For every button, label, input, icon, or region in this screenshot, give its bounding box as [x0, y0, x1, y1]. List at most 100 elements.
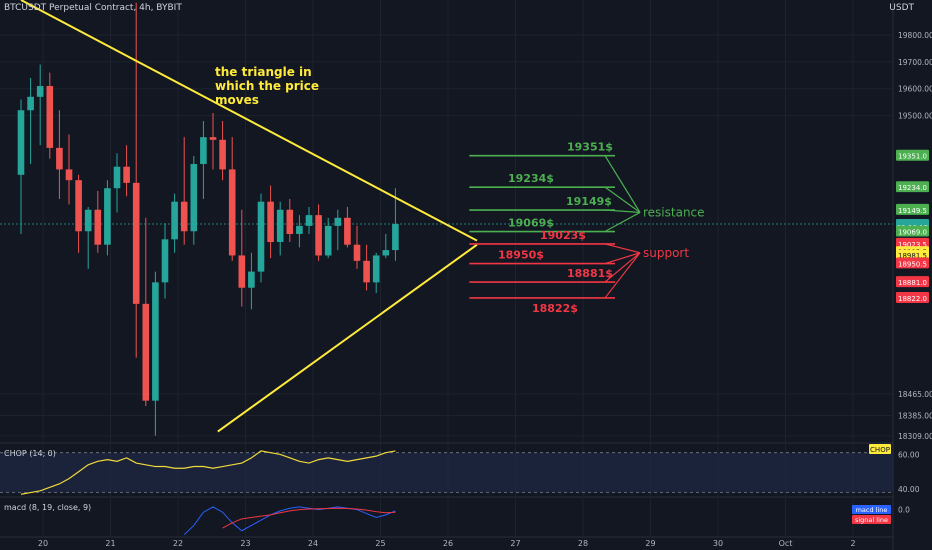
triangle-annotation-line: which the price	[215, 79, 319, 93]
chop-tick-label: 60.00	[898, 450, 920, 459]
candle-body	[36, 86, 44, 97]
price-badge-bg	[896, 204, 929, 215]
candle-body	[248, 271, 255, 288]
candle-body	[353, 244, 361, 261]
level-price-label: 18881$	[567, 267, 613, 280]
chop-badge: CHOP	[870, 446, 890, 454]
price-badge-bg	[896, 292, 929, 303]
resistance-arrow	[604, 209, 641, 214]
triangle-annotation-line: the triangle in	[215, 65, 312, 79]
candle-body	[171, 201, 178, 240]
price-badge-bg	[896, 258, 929, 269]
support-arrow	[604, 252, 641, 265]
candle-body	[142, 303, 150, 401]
candle-body	[286, 209, 294, 234]
chop-band	[0, 452, 893, 493]
price-badge-label: 18881.0	[898, 279, 927, 287]
candle-body	[219, 139, 226, 170]
x-tick-label: 24	[308, 539, 318, 548]
x-tick-label: 20	[38, 539, 48, 548]
chop-tick-label: 40.00	[898, 485, 920, 494]
x-tick-label: 25	[375, 539, 385, 548]
price-badge-bg	[896, 277, 929, 288]
candle-body	[324, 225, 332, 256]
candle-body	[190, 164, 198, 232]
candle-body	[305, 215, 313, 226]
x-tick-label: 30	[713, 539, 723, 548]
currency-label: USDT	[889, 3, 914, 13]
price-badge-label: 19351.0	[898, 153, 927, 161]
candle-body	[46, 86, 54, 148]
candle-body	[94, 209, 102, 245]
price-badge-label: 19234.0	[898, 184, 927, 192]
price-badge-label: 18950.5	[898, 260, 927, 268]
price-badge-bg	[896, 226, 929, 237]
candle-body	[296, 225, 303, 234]
y-tick-label: 19800.00	[898, 31, 932, 40]
resistance-arrow	[604, 186, 641, 213]
candle-body	[27, 96, 34, 111]
price-badge-bg	[896, 238, 929, 249]
x-tick-label: 2	[850, 539, 855, 548]
resistance-arrow	[604, 155, 641, 213]
support-arrow	[604, 243, 641, 254]
triangle-trendline	[20, 0, 478, 242]
candle-body	[65, 169, 73, 181]
macd-indicator-label[interactable]: macd (8, 19, close, 9)	[4, 503, 92, 512]
candle-body	[267, 201, 274, 243]
triangle-annotation: the triangle in which the price moves	[215, 65, 319, 107]
candle-body	[238, 255, 246, 288]
resistance-label: resistance	[643, 205, 705, 219]
candle-body	[315, 215, 322, 256]
candle-body	[56, 147, 63, 170]
candle-body	[123, 166, 130, 183]
macd-line	[183, 506, 396, 536]
chop-indicator-label[interactable]: CHOP (14, 0)	[4, 449, 56, 458]
chop-badge-bg	[869, 444, 891, 454]
macd-tick-label: 0.0	[898, 506, 910, 515]
candle-body	[382, 250, 390, 256]
price-badge-label: 18981.5	[898, 252, 927, 260]
candle-body	[334, 217, 342, 226]
candle-body	[276, 209, 284, 243]
y-tick-label: 18465.00	[898, 390, 932, 399]
x-tick-label: 21	[105, 539, 115, 548]
signal-line	[222, 507, 396, 529]
support-label: support	[643, 246, 689, 260]
chop-line	[20, 450, 396, 495]
price-badge-label: 19149.5	[898, 207, 927, 215]
price-badge-bg	[896, 150, 929, 161]
symbol-header: BTCUSDT Perpetual Contract, 4h, BYBIT	[4, 3, 182, 13]
level-price-label: 19351$	[567, 141, 613, 154]
price-badge-bg	[896, 182, 929, 193]
y-tick-label: 19700.00	[898, 58, 932, 67]
x-tick-label: 27	[510, 539, 520, 548]
support-arrow	[604, 252, 641, 299]
x-tick-label: 26	[443, 539, 453, 548]
candle-body	[392, 223, 399, 251]
resistance-arrow	[604, 211, 641, 233]
candle-body	[209, 137, 217, 140]
candle-body	[228, 169, 236, 256]
candle-body	[17, 110, 25, 175]
level-price-label: 19234$	[508, 172, 554, 185]
level-price-label: 19069$	[508, 217, 554, 230]
y-tick-label: 19500.00	[898, 112, 932, 121]
x-tick-label: 22	[173, 539, 183, 548]
candle-body	[344, 217, 351, 245]
candle-body	[132, 182, 140, 304]
macd-legend: macd line	[856, 506, 888, 514]
level-price-label: 18950$	[498, 249, 544, 262]
candle-body	[363, 260, 370, 283]
candle-body	[84, 209, 92, 232]
triangle-trendline	[217, 243, 478, 433]
triangle-annotation-line: moves	[215, 93, 259, 107]
candle-body	[200, 137, 207, 165]
x-tick-label: 28	[578, 539, 588, 548]
candle-body	[257, 201, 265, 272]
support-arrow	[604, 252, 641, 283]
x-tick-label: 29	[645, 539, 655, 548]
level-price-label: 18822$	[532, 302, 578, 315]
x-tick-label: 23	[240, 539, 250, 548]
